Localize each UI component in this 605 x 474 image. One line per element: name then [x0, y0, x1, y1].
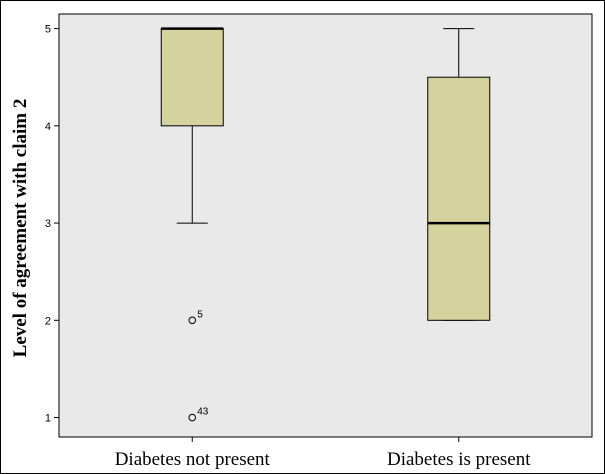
x-axis-labels: Diabetes not present Diabetes is present	[115, 437, 531, 470]
outlier-point	[188, 316, 197, 325]
box-group: 5 43	[160, 27, 224, 422]
outlier-label: 5	[197, 309, 203, 320]
y-axis: 1 2 3 4 5	[45, 24, 59, 425]
x-category-label: Diabetes is present	[387, 449, 531, 470]
plot-area	[58, 13, 593, 438]
boxes: 5 43	[160, 27, 491, 422]
box-group	[427, 28, 491, 321]
y-tick-label: 3	[45, 218, 51, 230]
box-iqr	[160, 28, 224, 127]
x-category-label: Diabetes not present	[115, 449, 271, 470]
outlier-label: 43	[197, 407, 209, 418]
y-tick-label: 1	[45, 413, 51, 425]
y-tick-label: 5	[45, 24, 51, 36]
y-tick-label: 4	[45, 121, 51, 133]
y-axis-title: Level of agreement with claim 2	[10, 99, 31, 358]
outlier-point	[188, 413, 197, 422]
y-tick-label: 2	[45, 315, 51, 327]
box-iqr	[427, 76, 491, 321]
